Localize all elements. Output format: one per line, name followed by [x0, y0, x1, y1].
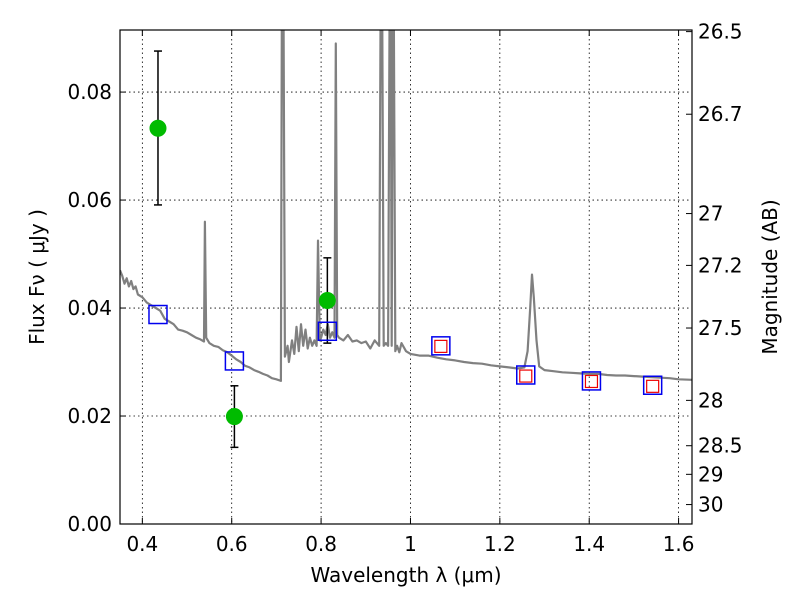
model-square: [642, 375, 663, 395]
x-tick-label: 1.2: [484, 532, 516, 556]
x-tick-label: 1.6: [663, 532, 695, 556]
y-right-tick-label: 30: [698, 493, 723, 517]
y-right-tick-label: 28: [698, 388, 723, 412]
data-markers: [148, 50, 663, 449]
y-tick-label: 0.02: [67, 404, 112, 428]
y-right-tick-label: 27.2: [698, 253, 743, 277]
model-square: [148, 304, 168, 325]
observed-point: [225, 408, 243, 426]
x-tick-label: 0.8: [305, 532, 337, 556]
y-right-tick-label: 26.5: [698, 20, 743, 44]
y-tick-label: 0.04: [67, 296, 112, 320]
y-right-tick-label: 27: [698, 202, 723, 226]
inner-square: [519, 369, 533, 383]
inner-square: [434, 339, 448, 353]
plot-background: [120, 30, 692, 524]
x-tick-label: 0.4: [126, 532, 158, 556]
y-right-tick-label: 28.5: [698, 434, 743, 458]
observed-point: [318, 291, 336, 309]
y-tick-label: 0.08: [67, 80, 112, 104]
x-tick-label: 1: [404, 532, 417, 556]
y-axis-right-label: Magnitude (AB): [758, 199, 782, 354]
x-axis-label: Wavelength λ (μm): [310, 563, 501, 587]
y-right-tick-label: 27.5: [698, 316, 743, 340]
x-tick-label: 1.4: [573, 532, 605, 556]
y-axis-label: Flux Fν ( μJy ): [25, 209, 49, 345]
observed-point: [149, 119, 167, 137]
y-right-tick-label: 29: [698, 462, 723, 486]
plot-frame: [119, 29, 693, 525]
model-square: [581, 371, 602, 391]
model-square: [516, 365, 536, 385]
y-tick-label: 0.06: [67, 188, 112, 212]
model-square: [317, 321, 338, 342]
inner-square: [646, 379, 660, 393]
y-right-tick-label: 26.7: [698, 102, 743, 126]
x-tick-label: 0.6: [216, 532, 248, 556]
model-square: [431, 336, 451, 356]
model-spectrum: [120, 30, 692, 382]
model-square: [224, 351, 245, 371]
spectrum-line: [120, 30, 692, 382]
inner-square: [584, 374, 599, 389]
y-tick-label: 0.00: [67, 512, 112, 536]
axes: 0.4 0.6 0.8 1 1.2 1.4 1.6 0.00 0.02 0.04 0.06 0.08 2…: [67, 20, 742, 556]
